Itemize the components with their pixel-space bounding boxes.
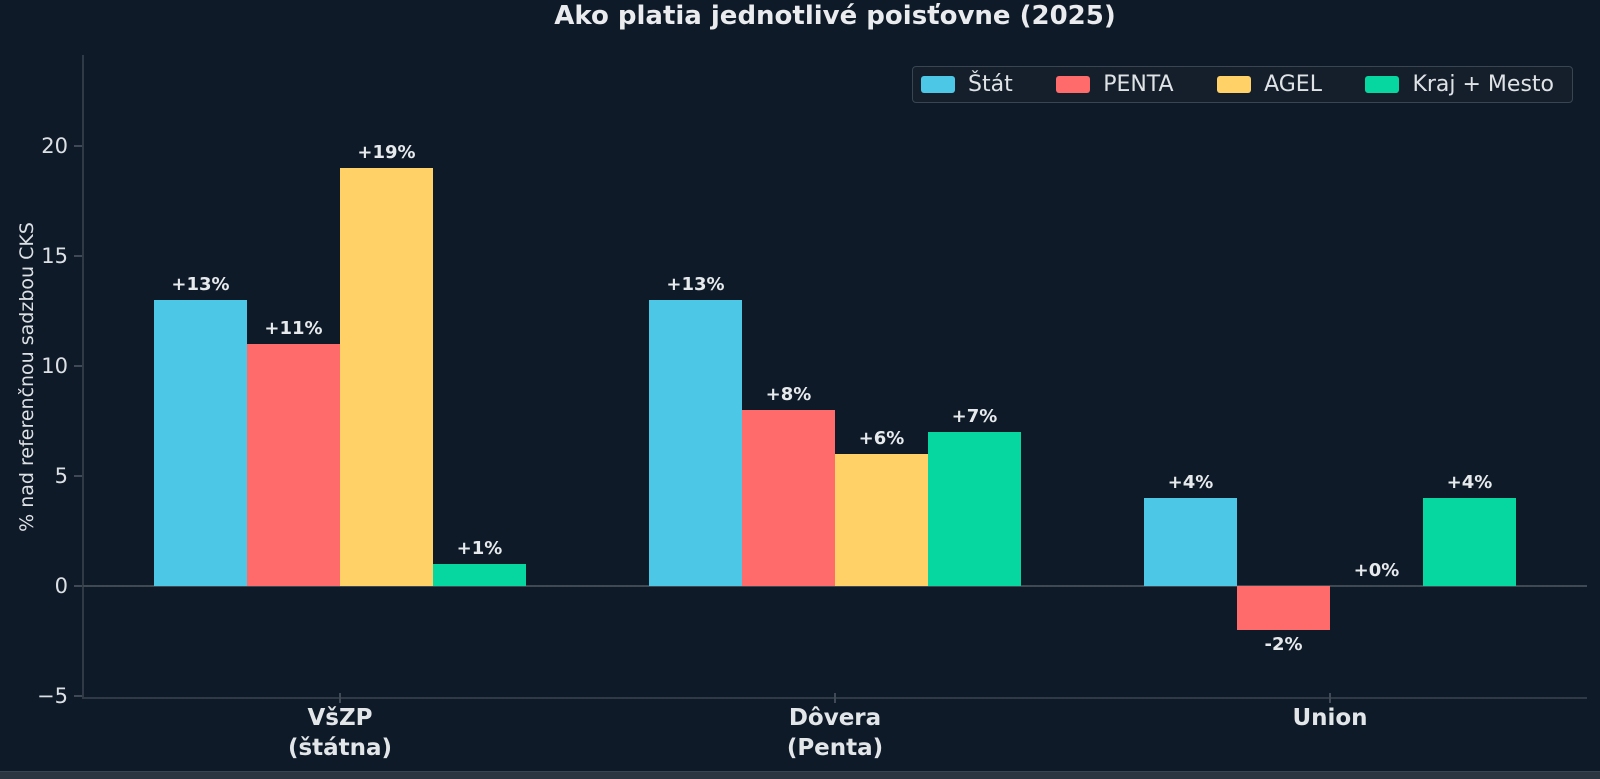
bar-AGEL-0 bbox=[340, 168, 433, 586]
legend-swatch-icon bbox=[921, 76, 955, 93]
bar-value-label: -2% bbox=[1264, 634, 1303, 655]
bar-Kraj + Mesto-0 bbox=[433, 564, 526, 586]
y-tick-label: 20 bbox=[41, 134, 68, 158]
y-tick-mark bbox=[74, 475, 82, 477]
x-tick-mark bbox=[1329, 693, 1331, 703]
y-tick-label: 15 bbox=[41, 244, 68, 268]
bar-value-label: +4% bbox=[1446, 472, 1493, 493]
legend-label: Kraj + Mesto bbox=[1412, 72, 1554, 97]
x-category-label: VšZP (štátna) bbox=[287, 705, 393, 761]
bar-value-label: +8% bbox=[765, 384, 812, 405]
bar-Štát-1 bbox=[649, 300, 742, 586]
bar-Štát-2 bbox=[1144, 498, 1237, 586]
bar-value-label: +4% bbox=[1167, 472, 1214, 493]
window-bottom-edge bbox=[0, 771, 1600, 779]
x-tick-mark bbox=[339, 693, 341, 703]
bar-value-label: +19% bbox=[357, 142, 416, 163]
y-tick-mark bbox=[74, 585, 82, 587]
zero-baseline bbox=[83, 585, 1587, 587]
bar-value-label: +0% bbox=[1353, 560, 1400, 581]
legend-item-Kraj + Mesto: Kraj + Mesto bbox=[1365, 72, 1554, 97]
y-tick-mark bbox=[74, 365, 82, 367]
x-tick-mark bbox=[834, 693, 836, 703]
x-category-label: Union bbox=[1292, 705, 1368, 731]
legend-label: AGEL bbox=[1264, 72, 1322, 97]
bar-value-label: +13% bbox=[171, 274, 230, 295]
legend-item-AGEL: AGEL bbox=[1217, 72, 1322, 97]
y-tick-label: 0 bbox=[54, 574, 68, 598]
bar-value-label: +13% bbox=[666, 274, 725, 295]
y-tick-label: 5 bbox=[54, 464, 68, 488]
legend-swatch-icon bbox=[1365, 76, 1400, 93]
y-tick-mark bbox=[74, 145, 82, 147]
legend-label: PENTA bbox=[1103, 72, 1174, 97]
bar-PENTA-2 bbox=[1237, 586, 1330, 630]
y-tick-mark bbox=[74, 255, 82, 257]
y-tick-mark bbox=[74, 695, 82, 697]
legend-swatch-icon bbox=[1056, 76, 1091, 93]
legend-item-PENTA: PENTA bbox=[1056, 72, 1174, 97]
bar-AGEL-1 bbox=[835, 454, 928, 586]
chart-title: Ako platia jednotlivé poisťovne (2025) bbox=[554, 1, 1116, 31]
y-tick-label: 10 bbox=[41, 354, 68, 378]
bar-value-label: +7% bbox=[951, 406, 998, 427]
bar-Kraj + Mesto-2 bbox=[1423, 498, 1516, 586]
legend: Štát PENTA AGEL Kraj + Mesto bbox=[912, 66, 1573, 103]
bar-value-label: +11% bbox=[264, 318, 323, 339]
bar-Štát-0 bbox=[154, 300, 247, 586]
x-category-label: Dôvera (Penta) bbox=[786, 705, 884, 761]
legend-swatch-icon bbox=[1217, 76, 1252, 93]
bar-Kraj + Mesto-1 bbox=[928, 432, 1021, 586]
bar-value-label: +6% bbox=[858, 428, 905, 449]
legend-label: Štát bbox=[968, 72, 1013, 97]
bar-PENTA-1 bbox=[742, 410, 835, 586]
y-axis-spine bbox=[82, 55, 84, 699]
bar-PENTA-0 bbox=[247, 344, 340, 586]
legend-item-Štát: Štát bbox=[921, 72, 1013, 97]
bar-value-label: +1% bbox=[456, 538, 503, 559]
y-tick-label: −5 bbox=[37, 684, 68, 708]
